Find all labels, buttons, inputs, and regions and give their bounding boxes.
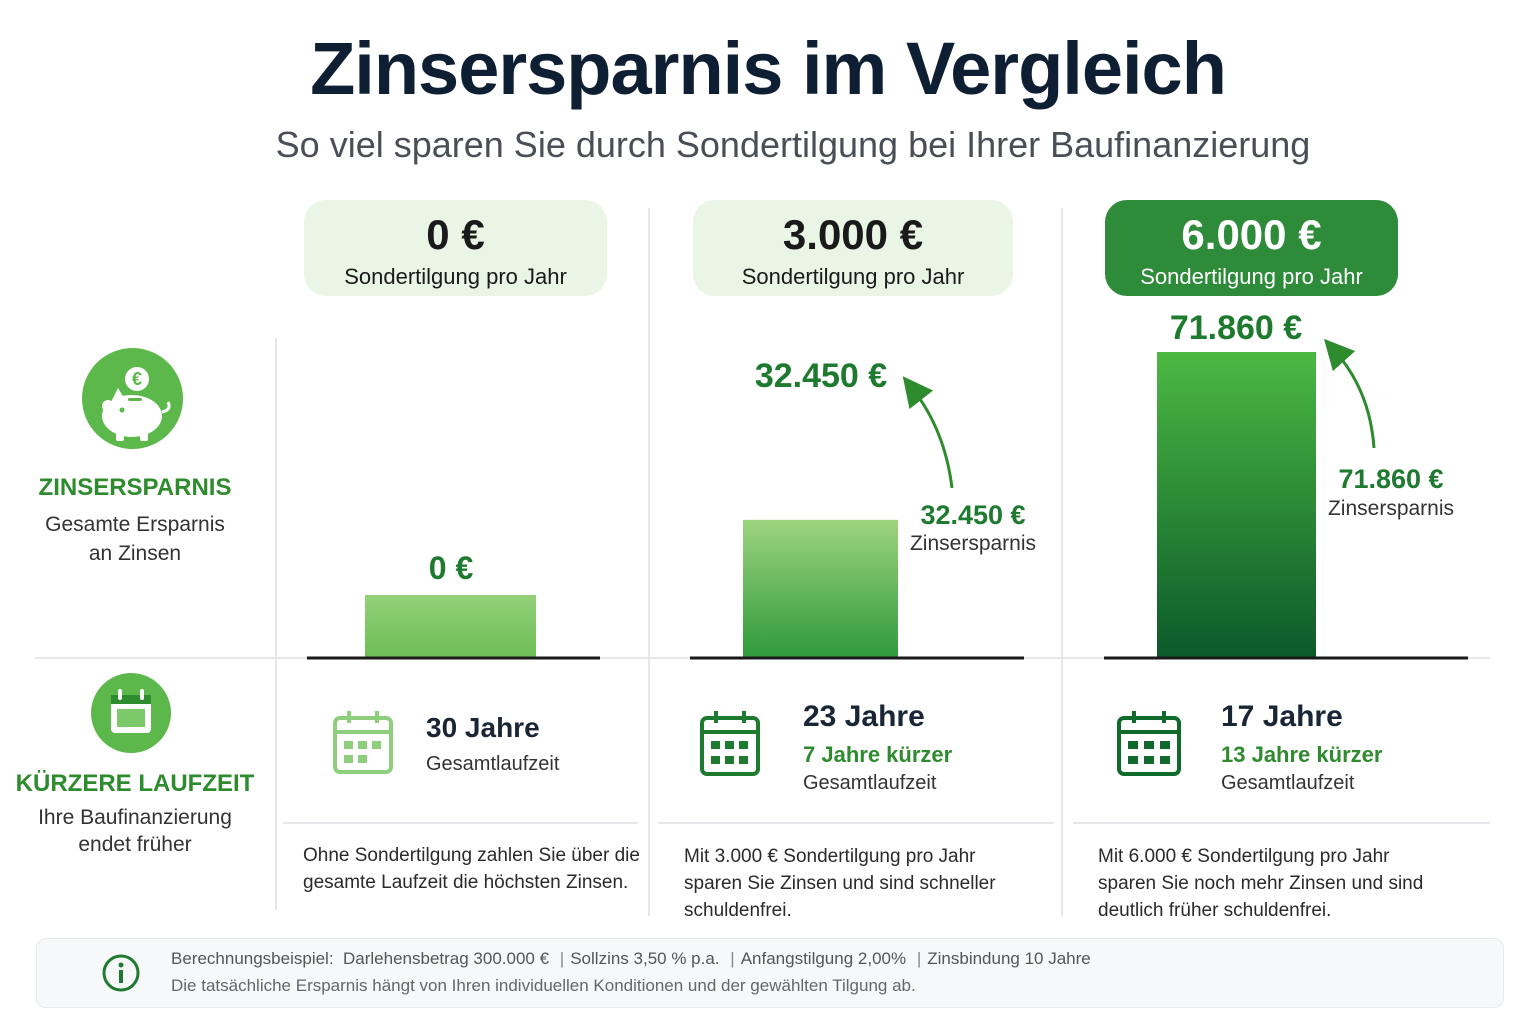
duration-shorter: 13 Jahre kürzer — [1221, 742, 1383, 767]
description-line: Mit 3.000 € Sondertilgung pro Jahr — [684, 846, 976, 867]
arrow-icon — [1323, 338, 1376, 449]
footer-note: Die tatsächliche Ersparnis hängt von Ihr… — [171, 976, 916, 995]
column-description: Ohne Sondertilgung zahlen Sie über die g… — [303, 842, 643, 896]
duration-label: Gesamtlaufzeit — [1221, 772, 1355, 794]
column-label: Sondertilgung pro Jahr — [741, 264, 965, 289]
calendar-icon — [700, 711, 760, 776]
term-row-title: KÜRZERE LAUFZEIT — [15, 770, 255, 797]
savings-row-line1: Gesamte Ersparnis — [45, 513, 225, 536]
column-description: Mit 3.000 € Sondertilgung pro Jahr spare… — [684, 843, 1024, 924]
initial-repayment: Anfangstilgung 2,00% — [740, 949, 907, 968]
duration-value: 23 Jahre — [803, 700, 925, 733]
example-label: Berechnungsbeispiel: — [171, 949, 334, 968]
divider — [648, 208, 650, 916]
bar-value-label: 0 € — [428, 550, 474, 586]
page-subtitle: So viel sparen Sie durch Sondertilgung b… — [275, 124, 1311, 165]
calculation-parameters: Berechnungsbeispiel: Darlehensbetrag 300… — [171, 949, 1091, 968]
bar-1 — [743, 519, 898, 658]
description-line: sparen Sie Zinsen und sind schneller — [684, 873, 996, 894]
savings-note-value: 71.860 € — [1338, 464, 1444, 494]
divider — [1061, 208, 1063, 916]
savings-row-title: ZINSERSPARNIS — [38, 474, 232, 501]
divider — [1073, 822, 1490, 824]
column-amount: 0 € — [426, 211, 485, 258]
description-line: deutlich früher schuldenfrei. — [1098, 900, 1332, 921]
fixed-rate-period: Zinsbindung 10 Jahre — [927, 949, 1091, 968]
term-row-line2: endet früher — [78, 833, 192, 856]
info-icon — [102, 954, 140, 992]
duration-value: 30 Jahre — [426, 712, 540, 743]
duration-value: 17 Jahre — [1221, 700, 1343, 733]
duration-label: Gesamtlaufzeit — [803, 772, 937, 794]
savings-note-label: Zinsersparnis — [909, 532, 1037, 555]
bar-value-label: 32.450 € — [754, 357, 888, 395]
duration-label: Gesamtlaufzeit — [426, 753, 560, 775]
calculation-footer: Berechnungsbeispiel: Darlehensbetrag 300… — [36, 938, 1504, 1008]
divider — [275, 338, 277, 910]
interest-rate: Sollzins 3,50 % p.a. — [570, 949, 720, 968]
column-description: Mit 6.000 € Sondertilgung pro Jahr spare… — [1098, 843, 1438, 924]
column-label: Sondertilgung pro Jahr — [1140, 264, 1363, 289]
description-line: Ohne Sondertilgung zahlen Sie über die — [303, 845, 640, 866]
duration-shorter: 7 Jahre kürzer — [803, 742, 953, 767]
divider — [658, 822, 1054, 824]
calendar-icon — [91, 673, 171, 753]
column-amount: 3.000 € — [782, 211, 924, 258]
bar-value-label: 71.860 € — [1169, 309, 1303, 347]
savings-row-line2: an Zinsen — [88, 542, 182, 565]
calendar-icon — [1117, 711, 1181, 776]
term-row-line1: Ihre Baufinanzierung — [38, 806, 232, 829]
page-title: Zinsersparnis im Vergleich — [310, 27, 1227, 110]
bar-2 — [1157, 352, 1316, 658]
column-header-1: 3.000 € Sondertilgung pro Jahr — [693, 200, 1013, 296]
column-amount: 6.000 € — [1181, 211, 1322, 258]
column-header-2: 6.000 € Sondertilgung pro Jahr — [1105, 200, 1398, 296]
column-label: Sondertilgung pro Jahr — [344, 264, 567, 289]
euro-coin-icon: € — [122, 364, 152, 394]
loan-amount: Darlehensbetrag 300.000 € — [343, 949, 550, 968]
bar-0 — [365, 595, 536, 658]
calendar-icon — [333, 711, 393, 774]
description-line: gesamte Laufzeit die höchsten Zinsen. — [303, 872, 629, 893]
savings-note-label: Zinsersparnis — [1327, 497, 1455, 520]
description-line: Mit 6.000 € Sondertilgung pro Jahr — [1098, 846, 1390, 867]
description-line: schuldenfrei. — [684, 900, 792, 921]
arrow-icon — [902, 376, 954, 489]
divider — [283, 822, 638, 824]
column-header-0: 0 € Sondertilgung pro Jahr — [304, 200, 607, 296]
description-line: sparen Sie noch mehr Zinsen und sind — [1098, 873, 1424, 894]
savings-note-value: 32.450 € — [920, 500, 1026, 530]
